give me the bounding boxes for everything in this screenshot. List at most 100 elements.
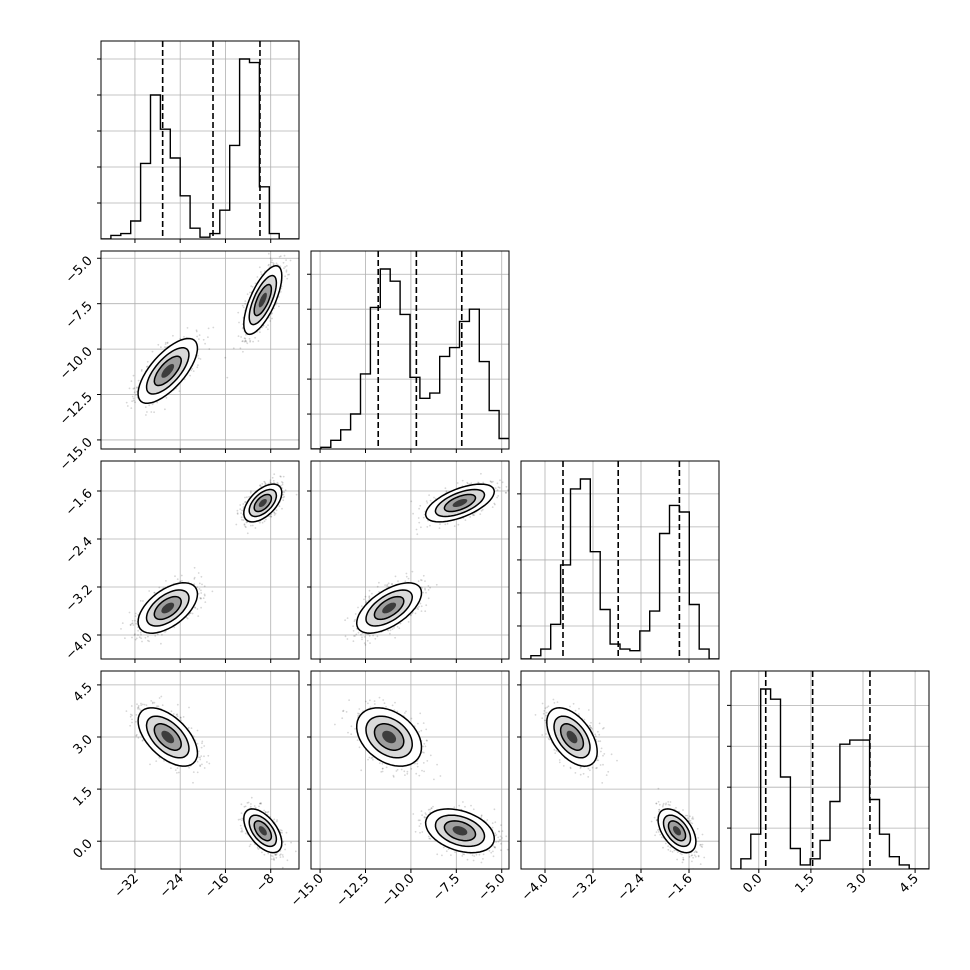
sample-point: [278, 305, 280, 308]
sample-point: [193, 583, 196, 586]
contour-line: [365, 589, 414, 627]
sample-point: [283, 495, 286, 498]
sample-point: [368, 635, 371, 637]
sample-point: [368, 589, 371, 592]
sample-point: [140, 637, 143, 640]
sample-point: [405, 575, 408, 578]
contour-line: [137, 582, 199, 634]
sample-point: [241, 340, 244, 343]
sample-point: [192, 370, 195, 372]
panel-1-1: [307, 250, 510, 453]
panel-frame: [100, 40, 300, 240]
sample-point: [283, 491, 286, 494]
sample-point: [457, 523, 460, 526]
sample-point: [172, 334, 174, 337]
sample-point: [243, 340, 246, 343]
sample-point: [134, 401, 137, 404]
sample-point: [240, 336, 243, 338]
sample-point: [249, 339, 252, 342]
sample-point: [429, 499, 432, 502]
sample-point: [429, 586, 431, 589]
sample-point: [286, 277, 289, 280]
sample-point: [183, 378, 186, 381]
sample-point: [195, 329, 198, 332]
sample-point: [267, 328, 269, 331]
sample-point: [236, 509, 239, 512]
sample-point: [492, 480, 494, 483]
sample-point: [389, 632, 391, 635]
sample-point: [176, 578, 179, 581]
sample-point: [394, 575, 397, 578]
sample-point: [254, 336, 256, 339]
sample-point: [269, 479, 272, 482]
sample-point: [264, 482, 267, 485]
sample-point: [276, 481, 279, 484]
sample-point: [427, 589, 430, 591]
sample-point: [279, 255, 282, 258]
sample-point: [374, 637, 377, 640]
sample-point: [369, 642, 371, 644]
sample-point: [207, 327, 210, 330]
sample-point: [260, 271, 262, 273]
sample-point: [271, 259, 273, 261]
sample-point: [366, 639, 369, 642]
sample-point: [244, 496, 246, 499]
sample-point: [239, 347, 242, 350]
sample-point: [183, 336, 185, 338]
y-tick-label: −5.0: [63, 253, 96, 286]
sample-point: [285, 269, 288, 272]
sample-point: [131, 400, 134, 403]
sample-point: [376, 585, 379, 588]
sample-point: [273, 511, 276, 514]
sample-point: [265, 326, 268, 328]
sample-point: [376, 635, 379, 638]
sample-point: [272, 263, 275, 266]
sample-point: [200, 597, 202, 599]
sample-point: [396, 625, 399, 628]
sample-point: [154, 635, 157, 637]
sample-point: [365, 600, 368, 603]
sample-point: [259, 484, 262, 486]
sample-point: [134, 619, 136, 622]
sample-point: [134, 633, 136, 635]
sample-point: [368, 596, 371, 599]
sample-point: [188, 614, 190, 616]
sample-point: [153, 591, 156, 594]
sample-point: [270, 515, 272, 518]
density-fill: [161, 602, 175, 614]
sample-point: [498, 486, 501, 489]
sample-point: [120, 628, 122, 630]
sample-point: [281, 487, 284, 490]
sample-point: [129, 624, 132, 626]
sample-point: [147, 639, 149, 642]
sample-point: [391, 628, 394, 630]
sample-point: [128, 611, 131, 614]
sample-point: [417, 517, 420, 519]
sample-point: [264, 481, 266, 484]
sample-point: [193, 576, 196, 579]
sample-point: [201, 583, 203, 586]
sample-point: [198, 588, 201, 590]
y-tick-label: −7.5: [63, 299, 96, 332]
sample-point: [456, 482, 459, 484]
sample-point: [271, 476, 274, 479]
sample-point: [352, 640, 355, 643]
sample-point: [151, 403, 154, 406]
sample-point: [244, 302, 247, 305]
sample-point: [424, 587, 426, 590]
sample-point: [364, 595, 367, 598]
sample-point: [470, 482, 473, 485]
sample-point: [153, 591, 156, 594]
sample-point: [278, 255, 281, 258]
sample-point: [157, 343, 160, 346]
sample-point: [407, 621, 410, 623]
sample-point: [346, 617, 349, 619]
sample-point: [258, 266, 261, 269]
sample-point: [354, 635, 356, 637]
sample-point: [418, 605, 420, 608]
sample-point: [444, 523, 447, 526]
sample-point: [269, 481, 272, 484]
sample-point: [121, 622, 124, 624]
sample-point: [242, 503, 245, 505]
sample-point: [273, 514, 276, 516]
